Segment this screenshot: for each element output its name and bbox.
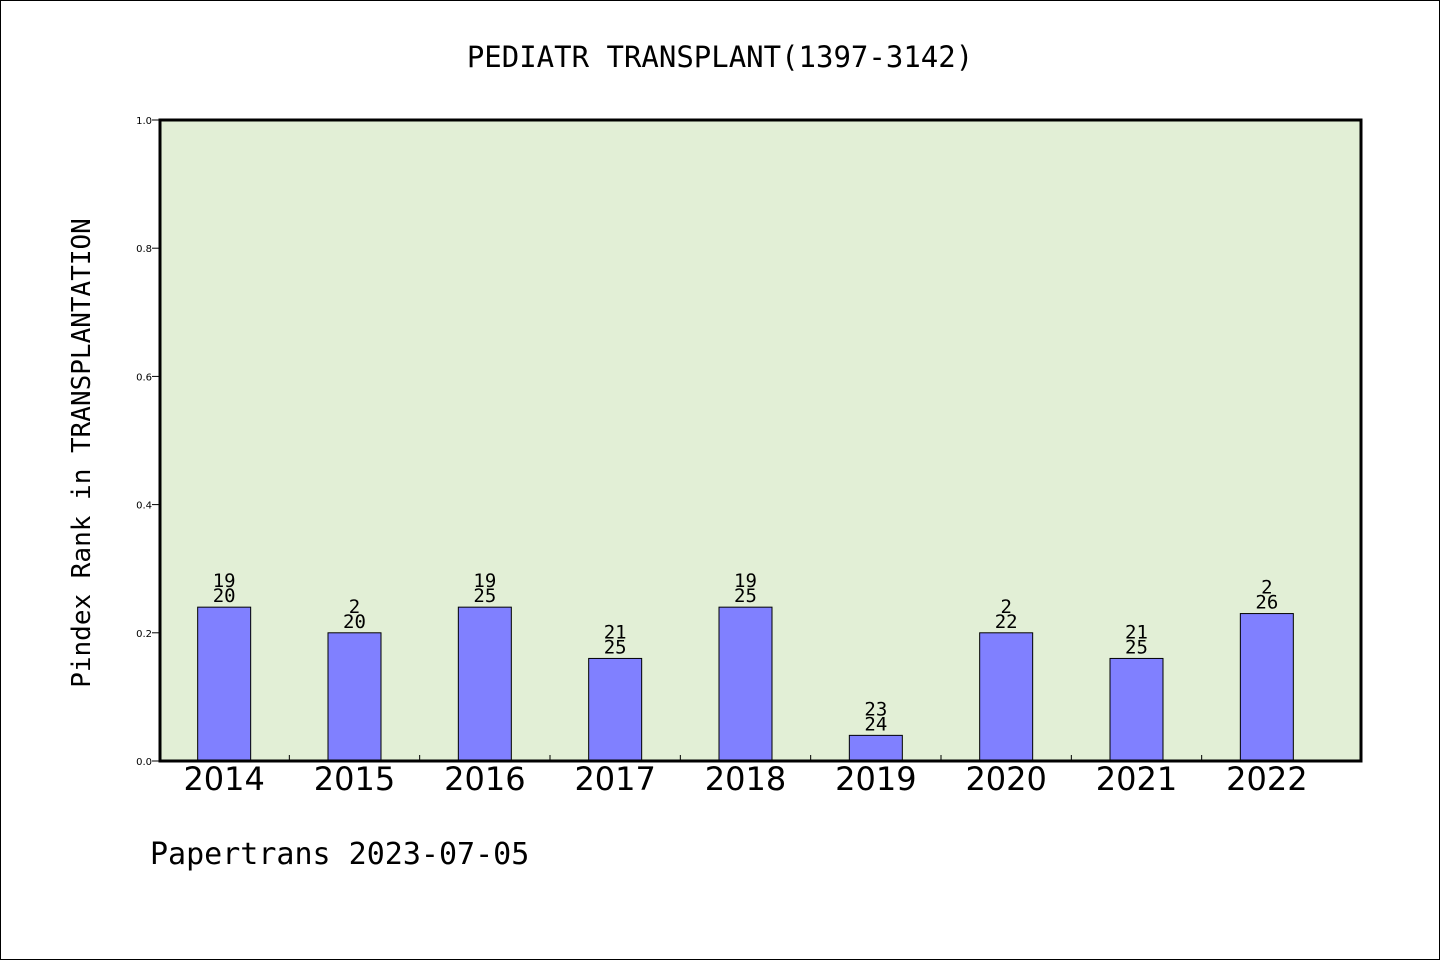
bar-2020 (979, 632, 1034, 762)
x-tick-label: 2014 (183, 760, 264, 798)
y-tick-label: 0.6 (136, 372, 152, 383)
x-axis: 2014 2015 2016 2017 2018 2019 2020 2021 2022 (183, 755, 1308, 798)
y-axis-label: Pindex Rank in TRANSPLANTATION (67, 218, 97, 688)
bar-annotation-lower: 25 (604, 636, 627, 658)
bar-annotation-upper: 19 (213, 570, 236, 592)
bar-2016 (457, 606, 512, 762)
bar-annotation-upper: 23 (864, 698, 887, 720)
bar-annotation-lower: 25 (734, 585, 757, 607)
x-tick-label: 2015 (314, 760, 395, 798)
bar-annotation-upper: 2 (1000, 596, 1011, 618)
chart-title: PEDIATR TRANSPLANT(1397-3142) (467, 40, 973, 74)
y-tick-label: 0.8 (136, 244, 152, 255)
bar-2015 (327, 632, 382, 762)
bar-annotation-lower: 26 (1255, 592, 1278, 614)
x-tick-label: 2021 (1096, 760, 1177, 798)
y-tick-label: 1.0 (136, 116, 152, 127)
bar-2017 (588, 657, 643, 762)
y-axis: 0.0 0.2 0.4 0.6 0.8 1.0 (136, 116, 159, 768)
bar-annotation-upper: 2 (1261, 577, 1272, 599)
bar-annotation-lower: 22 (995, 611, 1018, 633)
x-tick-label: 2019 (835, 760, 916, 798)
y-tick-label: 0.2 (136, 629, 152, 640)
footer-date-stamp: Papertrans 2023-07-05 (150, 837, 529, 872)
bar-annotation-lower: 25 (473, 585, 496, 607)
bar-2018 (718, 606, 773, 762)
bar-annotation-upper: 19 (734, 570, 757, 592)
x-tick-label: 2017 (574, 760, 655, 798)
y-tick-label: 0.4 (136, 501, 152, 512)
bar-annotation-lower: 20 (213, 585, 236, 607)
x-tick-label: 2020 (965, 760, 1046, 798)
x-tick-label: 2016 (444, 760, 525, 798)
plot-border (158, 118, 1363, 763)
bar-2022 (1239, 613, 1294, 762)
bar-annotation-upper: 21 (604, 621, 627, 643)
bar-annotation-upper: 21 (1125, 621, 1148, 643)
bar-annotation-lower: 24 (864, 713, 887, 735)
bar-annotation-lower: 25 (1125, 636, 1148, 658)
bar-2014 (197, 606, 252, 762)
y-tick-label: 0.0 (136, 757, 152, 768)
bar-2019 (848, 734, 903, 762)
x-tick-label: 2018 (705, 760, 786, 798)
bar-2021 (1109, 657, 1164, 762)
bar-annotation-upper: 2 (349, 596, 360, 618)
x-tick-label: 2022 (1226, 760, 1307, 798)
bar-annotation-upper: 19 (473, 570, 496, 592)
bar-annotation-lower: 20 (343, 611, 366, 633)
